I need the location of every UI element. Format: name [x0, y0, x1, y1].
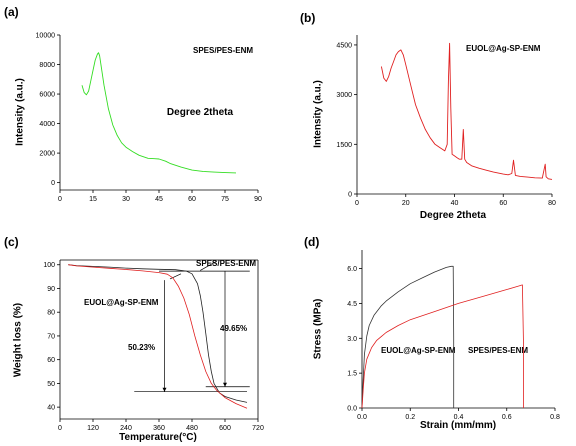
x-tick-label: 360: [153, 425, 165, 432]
x-tick-label: 60: [499, 200, 507, 207]
y-tick-label: 6.0: [347, 266, 357, 273]
x-tick-label: 20: [402, 200, 410, 207]
guide-line: [169, 273, 182, 280]
panel-b-letter: (b): [300, 11, 315, 25]
x-tick-label: 0.2: [405, 414, 415, 421]
y-tick-label: 2000: [39, 151, 55, 158]
panel-d-y-axis-title: Stress (MPa): [313, 299, 324, 360]
x-tick-label: 45: [155, 196, 163, 203]
panel-d-letter: (d): [304, 235, 319, 249]
x-tick-label: 0: [58, 196, 62, 203]
panel-c-euol-label: EUOL@Ag-SP-ENM: [84, 298, 159, 307]
series-line-1: [361, 284, 524, 409]
panel-d-euol-label: EUOL@Ag-SP-ENM: [381, 346, 456, 355]
panel-a: (a) Degree 2theta Intensity (a.u.) SPES/…: [4, 5, 262, 203]
panel-c-x-axis-title: Temperature(°C): [119, 432, 197, 443]
y-tick-label: 1.5: [347, 371, 357, 378]
y-tick-label: 0: [51, 180, 55, 187]
panel-b-x-axis-title: Degree 2theta: [420, 210, 487, 221]
panel-c: (c) Temperature(°C) Weight loss (%) SPES…: [4, 235, 264, 443]
x-tick-label: 720: [252, 425, 264, 432]
arrow-head: [162, 387, 167, 392]
y-tick-label: 70: [47, 333, 55, 340]
y-tick-label: 3.0: [347, 336, 357, 343]
panel-d: (d) Strain (mm/mm) Stress (MPa) EUOL@Ag-…: [304, 235, 560, 431]
series-line-0: [81, 52, 237, 174]
x-tick-label: 0.6: [502, 414, 512, 421]
y-tick-label: 4500: [336, 42, 352, 49]
panel-c-spes-label: SPES/PES-ENM: [196, 259, 256, 268]
y-tick-label: 1500: [336, 142, 352, 149]
x-tick-label: 75: [221, 196, 229, 203]
y-tick-label: 6000: [39, 92, 55, 99]
x-tick-label: 0: [355, 200, 359, 207]
y-tick-label: 4000: [39, 121, 55, 128]
x-tick-label: 240: [120, 425, 132, 432]
x-tick-label: 30: [122, 196, 130, 203]
y-tick-label: 60: [47, 357, 55, 364]
x-tick-label: 0.4: [454, 414, 464, 421]
x-tick-label: 15: [89, 196, 97, 203]
x-tick-label: 0: [58, 425, 62, 432]
y-tick-label: 80: [47, 310, 55, 317]
y-tick-label: 40: [47, 405, 55, 412]
panel-a-letter: (a): [4, 5, 19, 19]
panel-c-y-axis-title: Weight loss (%): [13, 303, 24, 377]
panel-d-x-axis-title: Strain (mm/mm): [420, 420, 496, 431]
guide-line: [200, 260, 217, 271]
panel-b-y-axis-title: Intensity (a.u.): [313, 80, 324, 148]
series-line-1: [68, 264, 248, 409]
panel-b-sample-label: EUOL@Ag-SP-ENM: [466, 44, 541, 53]
series-line-0: [361, 265, 455, 409]
y-tick-label: 90: [47, 286, 55, 293]
x-tick-label: 0.8: [550, 414, 560, 421]
panel-a-y-axis-title: Intensity (a.u.): [15, 78, 26, 146]
panel-b: (b) Degree 2theta Intensity (a.u.) EUOL@…: [300, 11, 556, 221]
series-line-0: [380, 42, 553, 180]
y-tick-label: 10000: [36, 33, 56, 40]
panel-c-loss-value-black: 49.65%: [220, 324, 247, 333]
y-tick-label: 3000: [336, 92, 352, 99]
y-tick-label: 8000: [39, 62, 55, 69]
y-tick-label: 0.0: [347, 406, 357, 413]
y-tick-label: 50: [47, 381, 55, 388]
x-tick-label: 480: [186, 425, 198, 432]
x-tick-label: 60: [188, 196, 196, 203]
panel-a-sample-label: SPES/PES-ENM: [193, 46, 253, 55]
x-tick-label: 0.0: [357, 414, 367, 421]
panel-d-spes-label: SPES/PES-ENM: [468, 346, 528, 355]
y-tick-label: 100: [43, 262, 55, 269]
panel-c-letter: (c): [4, 235, 19, 249]
x-tick-label: 600: [219, 425, 231, 432]
y-tick-label: 0: [348, 192, 352, 199]
x-tick-label: 90: [254, 196, 262, 203]
panel-c-guide-lines: [134, 260, 250, 393]
x-tick-label: 120: [87, 425, 99, 432]
x-tick-label: 40: [451, 200, 459, 207]
x-tick-label: 80: [548, 200, 556, 207]
panel-a-x-axis-title: Degree 2theta: [167, 107, 234, 118]
panel-c-loss-value-red: 50.23%: [128, 343, 155, 352]
y-tick-label: 4.5: [347, 301, 357, 308]
arrow-head: [223, 382, 227, 387]
series-line-0: [68, 264, 248, 403]
